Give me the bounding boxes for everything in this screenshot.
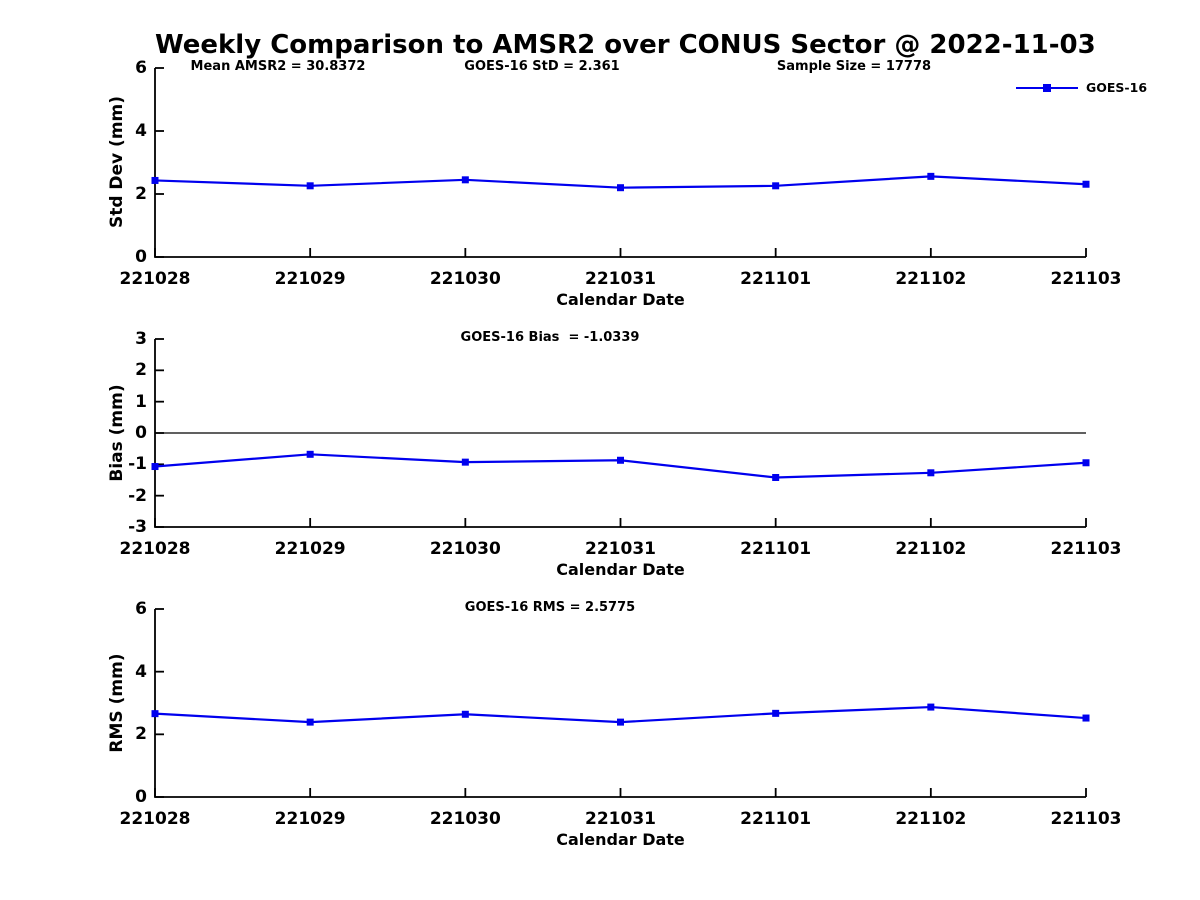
x-tick-label-std-dev: 221029 [274, 269, 346, 289]
x-tick-label-bias: 221028 [119, 539, 191, 559]
data-marker-bias [1082, 459, 1090, 467]
data-marker-rms [151, 710, 159, 718]
x-tick-label-std-dev: 221102 [895, 269, 967, 289]
x-tick-label-bias: 221031 [585, 539, 656, 559]
annotation-goes16-bias: GOES-16 Bias = -1.0339 [460, 330, 640, 345]
legend-label-goes16: GOES-16 [1086, 80, 1148, 95]
data-marker-std-dev [151, 176, 159, 184]
page-title: Weekly Comparison to AMSR2 over CONUS Se… [155, 30, 1096, 60]
x-tick-label-std-dev: 221028 [119, 269, 191, 289]
y-tick-label-std-dev: 2 [135, 184, 147, 204]
x-tick-label-rms: 221030 [429, 809, 501, 829]
y-tick-label-bias: -3 [128, 517, 147, 537]
data-marker-bias [617, 456, 624, 464]
x-tick-label-std-dev: 221101 [740, 269, 812, 289]
x-tick-label-rms: 221101 [740, 809, 812, 829]
y-tick-label-bias: 0 [135, 423, 147, 443]
axes-std-dev [154, 68, 1086, 258]
x-tick-label-bias: 221101 [740, 539, 812, 559]
data-marker-rms [772, 709, 780, 717]
annotation-mean-amsr2: Mean AMSR2 = 30.8372 [190, 59, 366, 74]
data-marker-rms [927, 703, 935, 711]
y-tick-label-bias: -1 [128, 454, 147, 475]
annotation-goes16-std: GOES-16 StD = 2.361 [464, 59, 620, 74]
y-tick-label-bias: 1 [135, 391, 147, 412]
x-tick-label-bias: 221103 [1050, 539, 1122, 559]
x-tick-label-rms: 221029 [274, 809, 346, 829]
data-marker-bias [927, 469, 935, 477]
data-marker-bias [306, 450, 314, 458]
axes-rms [154, 609, 1086, 798]
legend-marker-icon [1043, 84, 1051, 92]
data-marker-rms [1082, 714, 1090, 722]
x-tick-label-rms: 221028 [119, 809, 191, 829]
x-tick-label-rms: 221103 [1050, 809, 1122, 829]
x-axis-label-rms: Calendar Date [556, 830, 685, 849]
x-tick-label-bias: 221102 [895, 539, 967, 559]
y-tick-label-rms: 0 [135, 787, 147, 807]
data-marker-std-dev [306, 182, 314, 190]
y-tick-label-bias: 3 [135, 329, 147, 349]
x-tick-label-bias: 221030 [429, 539, 501, 559]
data-marker-rms [306, 718, 314, 726]
annotation-goes16-rms: GOES-16 RMS = 2.5775 [464, 600, 636, 615]
x-tick-label-std-dev: 221031 [585, 269, 656, 289]
data-marker-bias [461, 458, 469, 466]
x-tick-label-rms: 221031 [585, 809, 656, 829]
x-axis-label-stddev: Calendar Date [556, 290, 685, 309]
data-marker-std-dev [617, 184, 624, 192]
y-axis-label-stddev: Std Dev (mm) [107, 95, 127, 229]
y-tick-label-bias: -2 [128, 485, 147, 506]
x-tick-label-std-dev: 221030 [429, 269, 501, 289]
y-tick-label-std-dev: 0 [135, 247, 147, 267]
data-marker-std-dev [1082, 180, 1090, 188]
x-axis-label-bias: Calendar Date [556, 560, 685, 579]
y-tick-label-std-dev: 6 [135, 58, 147, 78]
y-tick-label-std-dev: 4 [135, 121, 147, 141]
x-tick-label-bias: 221029 [274, 539, 346, 559]
data-marker-std-dev [461, 176, 469, 184]
data-marker-rms [617, 718, 624, 726]
data-marker-bias [151, 463, 159, 471]
x-tick-label-std-dev: 221103 [1050, 269, 1122, 289]
y-tick-label-bias: 2 [135, 360, 147, 381]
data-marker-std-dev [927, 172, 935, 180]
data-marker-std-dev [772, 182, 780, 190]
annotation-sample-size: Sample Size = 17778 [776, 59, 932, 74]
data-marker-rms [461, 710, 469, 718]
x-tick-label-rms: 221102 [895, 809, 967, 829]
data-marker-bias [772, 473, 780, 481]
y-tick-label-rms: 4 [135, 661, 147, 682]
y-tick-label-rms: 2 [135, 724, 147, 745]
y-tick-label-rms: 6 [135, 599, 147, 619]
